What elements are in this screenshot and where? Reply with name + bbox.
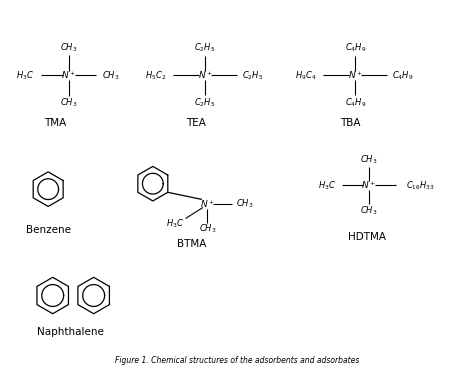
Text: $N^+$: $N^+$ — [61, 70, 76, 81]
Text: $N^+$: $N^+$ — [200, 198, 215, 210]
Text: $C_2H_5$: $C_2H_5$ — [242, 69, 264, 82]
Text: $CH_3$: $CH_3$ — [360, 205, 378, 217]
Text: HDTMA: HDTMA — [348, 232, 386, 242]
Text: $CH_3$: $CH_3$ — [60, 42, 77, 54]
Text: $C_2H_5$: $C_2H_5$ — [194, 42, 216, 54]
Text: $H_3C$: $H_3C$ — [165, 217, 184, 230]
Text: $C_{16}H_{33}$: $C_{16}H_{33}$ — [406, 179, 435, 192]
Text: $CH_3$: $CH_3$ — [102, 69, 119, 82]
Text: BTMA: BTMA — [177, 239, 206, 249]
Text: $H_5C_2$: $H_5C_2$ — [146, 69, 167, 82]
Text: $C_4H_9$: $C_4H_9$ — [345, 97, 366, 109]
Text: Benzene: Benzene — [26, 225, 71, 235]
Text: $N^+$: $N^+$ — [361, 180, 376, 191]
Text: $CH_3$: $CH_3$ — [237, 197, 254, 210]
Text: TEA: TEA — [186, 118, 206, 128]
Text: TBA: TBA — [340, 118, 361, 128]
Text: $C_2H_5$: $C_2H_5$ — [194, 97, 216, 109]
Text: TMA: TMA — [44, 118, 66, 128]
Text: $N^+$: $N^+$ — [348, 70, 363, 81]
Text: $N^+$: $N^+$ — [198, 70, 213, 81]
Text: $H_3C$: $H_3C$ — [17, 69, 35, 82]
Text: $C_4H_9$: $C_4H_9$ — [392, 69, 414, 82]
Text: $CH_3$: $CH_3$ — [60, 97, 77, 109]
Text: $CH_3$: $CH_3$ — [360, 154, 378, 166]
Text: $H_3C$: $H_3C$ — [318, 179, 336, 192]
Text: $CH_3$: $CH_3$ — [199, 223, 216, 235]
Text: Naphthalene: Naphthalene — [37, 327, 104, 337]
Text: Figure 1. Chemical structures of the adsorbents and adsorbates: Figure 1. Chemical structures of the ads… — [115, 356, 359, 365]
Text: $C_4H_9$: $C_4H_9$ — [345, 42, 366, 54]
Text: $H_9C_4$: $H_9C_4$ — [295, 69, 317, 82]
